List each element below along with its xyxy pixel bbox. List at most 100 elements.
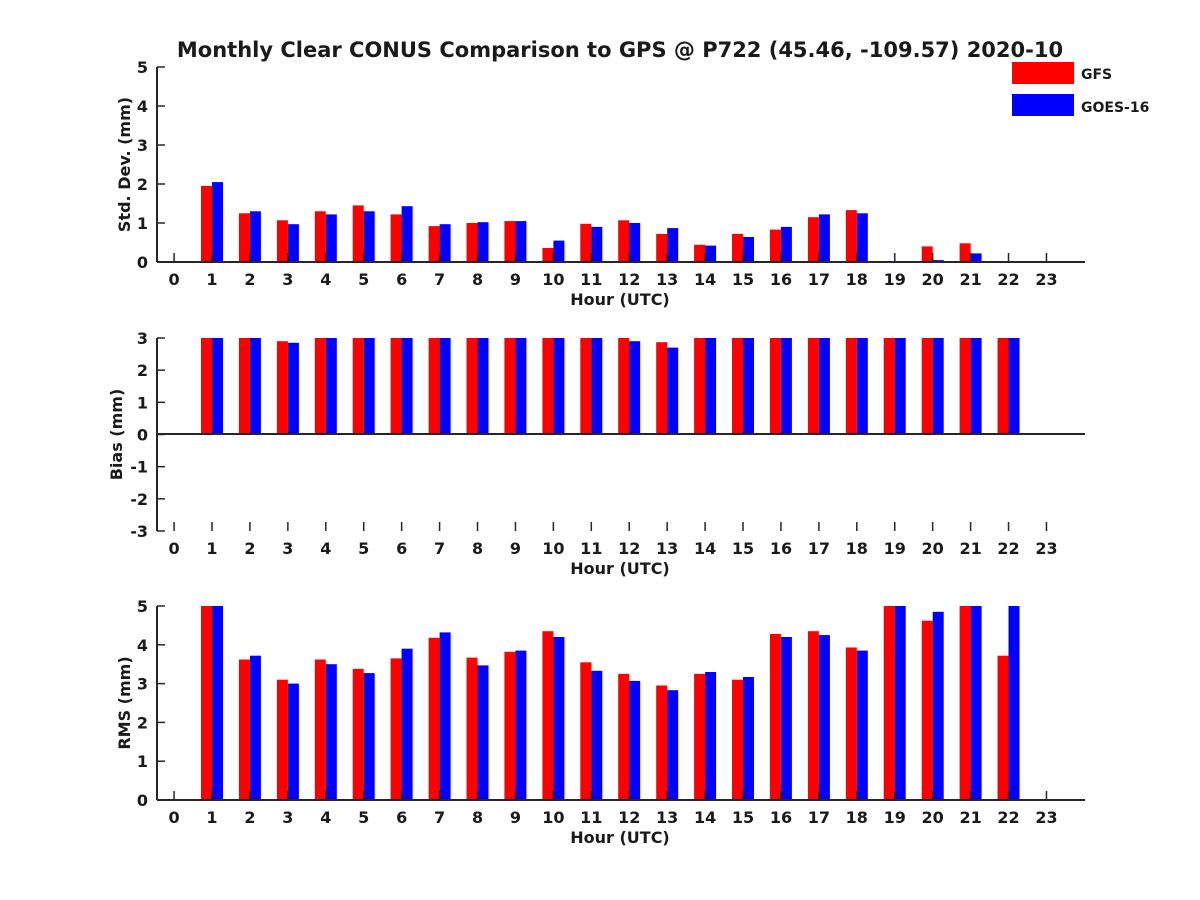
bias-x-tick-label-2: 2 <box>244 539 255 558</box>
std-dev-bar-goes16-18 <box>856 213 868 263</box>
bias-bar-gfs-8 <box>466 338 478 435</box>
bias-x-tick-label-15: 15 <box>732 539 754 558</box>
bias-bar-goes16-13 <box>667 347 679 435</box>
bias-x-tick-label-6: 6 <box>396 539 407 558</box>
legend-label-goes16: GOES-16 <box>1081 100 1149 116</box>
rms-x-tick-label-7: 7 <box>434 808 445 827</box>
bias-y-tick-label-1: 1 <box>137 393 148 412</box>
std-dev-x-tick-label-13: 13 <box>656 270 678 289</box>
bias-bar-gfs-16 <box>769 338 781 435</box>
rms-bar-gfs-4 <box>314 659 326 800</box>
std-dev-x-tick-label-1: 1 <box>206 270 217 289</box>
rms-bar-gfs-22 <box>997 655 1009 800</box>
std-dev-bar-goes16-5 <box>363 211 375 262</box>
std-dev-bar-goes16-7 <box>439 224 451 262</box>
bias-bar-gfs-9 <box>504 338 516 435</box>
bias-x-tick-label-9: 9 <box>510 539 521 558</box>
rms-bar-goes16-5 <box>363 673 375 800</box>
bias-x-tick-label-23: 23 <box>1035 539 1057 558</box>
bias-bar-goes16-16 <box>780 338 792 435</box>
rms-bar-goes16-21 <box>970 606 982 800</box>
bias-bar-gfs-7 <box>428 338 440 435</box>
rms-x-tick-label-19: 19 <box>884 808 906 827</box>
bias-bar-goes16-9 <box>515 338 527 435</box>
legend: GFS GOES-16 <box>1012 62 1149 116</box>
rms-bar-goes16-7 <box>439 632 451 800</box>
bias-panel: 0 1 2 3 4 5 6 7 8 9 10 11 12 13 14 15 16 17 18 19 20 21 22 23-3… <box>107 329 1085 578</box>
std-dev-bar-gfs-6 <box>390 214 402 262</box>
rms-y-tick-label-3: 3 <box>137 675 148 694</box>
bias-y-tick-label-2: 2 <box>137 361 148 380</box>
std-dev-x-tick-label-22: 22 <box>997 270 1019 289</box>
std-dev-bar-goes16-14 <box>705 245 717 262</box>
std-dev-x-tick-label-5: 5 <box>358 270 369 289</box>
std-dev-bar-gfs-21 <box>959 243 971 262</box>
bias-x-tick-label-7: 7 <box>434 539 445 558</box>
std-dev-bar-gfs-18 <box>845 210 857 262</box>
std-dev-bar-gfs-15 <box>732 233 743 262</box>
std-dev-bar-goes16-21 <box>970 253 982 262</box>
std-dev-x-tick-label-9: 9 <box>510 270 521 289</box>
rms-bar-goes16-20 <box>932 611 944 800</box>
bias-x-tick-label-1: 1 <box>206 539 217 558</box>
bias-bar-goes16-18 <box>856 338 868 435</box>
rms-bar-gfs-3 <box>276 679 288 800</box>
std-dev-x-tick-label-17: 17 <box>808 270 830 289</box>
rms-x-axis-label: Hour (UTC) <box>570 828 670 847</box>
std-dev-x-tick-label-14: 14 <box>694 270 716 289</box>
std-dev-bar-goes16-4 <box>325 214 337 262</box>
rms-bar-goes16-17 <box>818 635 830 800</box>
rms-y-tick-label-0: 0 <box>137 791 148 810</box>
bias-bar-gfs-12 <box>618 338 630 435</box>
std-dev-bar-gfs-11 <box>580 223 592 262</box>
chart-title: Monthly Clear CONUS Comparison to GPS @ … <box>177 38 1063 62</box>
rms-x-tick-label-18: 18 <box>846 808 868 827</box>
std-dev-y-tick-label-2: 2 <box>137 175 148 194</box>
std-dev-x-tick-label-4: 4 <box>320 270 331 289</box>
std-dev-bar-gfs-16 <box>769 229 781 262</box>
bias-y-tick-label--3: -3 <box>130 522 148 541</box>
std-dev-x-tick-label-21: 21 <box>959 270 981 289</box>
std-dev-bar-goes16-15 <box>743 237 754 262</box>
std-dev-bar-gfs-12 <box>618 220 630 262</box>
rms-y-tick-label-1: 1 <box>137 752 148 771</box>
bias-bar-gfs-1 <box>201 338 212 435</box>
bias-x-tick-label-13: 13 <box>656 539 678 558</box>
bias-x-tick-label-12: 12 <box>618 539 640 558</box>
rms-bar-gfs-9 <box>504 651 516 800</box>
std-dev-x-tick-label-2: 2 <box>244 270 255 289</box>
std-dev-y-axis-label: Std. Dev. (mm) <box>115 97 134 232</box>
rms-bar-gfs-14 <box>694 673 706 800</box>
std-dev-bar-goes16-2 <box>249 211 261 262</box>
rms-x-tick-label-9: 9 <box>510 808 521 827</box>
rms-bar-goes16-10 <box>553 637 565 800</box>
bias-x-tick-label-0: 0 <box>168 539 179 558</box>
bias-bar-goes16-14 <box>705 338 717 435</box>
bias-bar-goes16-12 <box>629 341 641 435</box>
std-dev-bar-gfs-14 <box>694 244 706 262</box>
rms-bar-gfs-17 <box>807 631 819 800</box>
bias-bar-gfs-17 <box>807 338 819 435</box>
rms-bar-gfs-2 <box>238 659 250 800</box>
bias-bar-gfs-15 <box>732 338 743 435</box>
legend-label-gfs: GFS <box>1081 67 1112 83</box>
std-dev-x-tick-label-11: 11 <box>580 270 602 289</box>
std-dev-x-tick-label-18: 18 <box>846 270 868 289</box>
bias-x-tick-label-22: 22 <box>997 539 1019 558</box>
rms-x-tick-label-15: 15 <box>732 808 754 827</box>
bias-bar-goes16-7 <box>439 338 451 435</box>
bias-bar-goes16-15 <box>743 338 754 435</box>
bias-bar-goes16-19 <box>894 338 906 435</box>
bias-y-tick-label--1: -1 <box>130 458 148 477</box>
rms-bar-goes16-15 <box>743 677 754 800</box>
std-dev-y-tick-label-5: 5 <box>137 58 148 77</box>
bias-bar-goes16-6 <box>401 338 413 435</box>
bias-y-axis-label: Bias (mm) <box>107 389 126 481</box>
std-dev-x-tick-label-19: 19 <box>884 270 906 289</box>
rms-bar-gfs-20 <box>921 620 933 800</box>
std-dev-x-tick-label-10: 10 <box>542 270 564 289</box>
rms-x-tick-label-12: 12 <box>618 808 640 827</box>
rms-bar-goes16-16 <box>780 637 792 800</box>
bias-bar-goes16-4 <box>325 338 337 435</box>
